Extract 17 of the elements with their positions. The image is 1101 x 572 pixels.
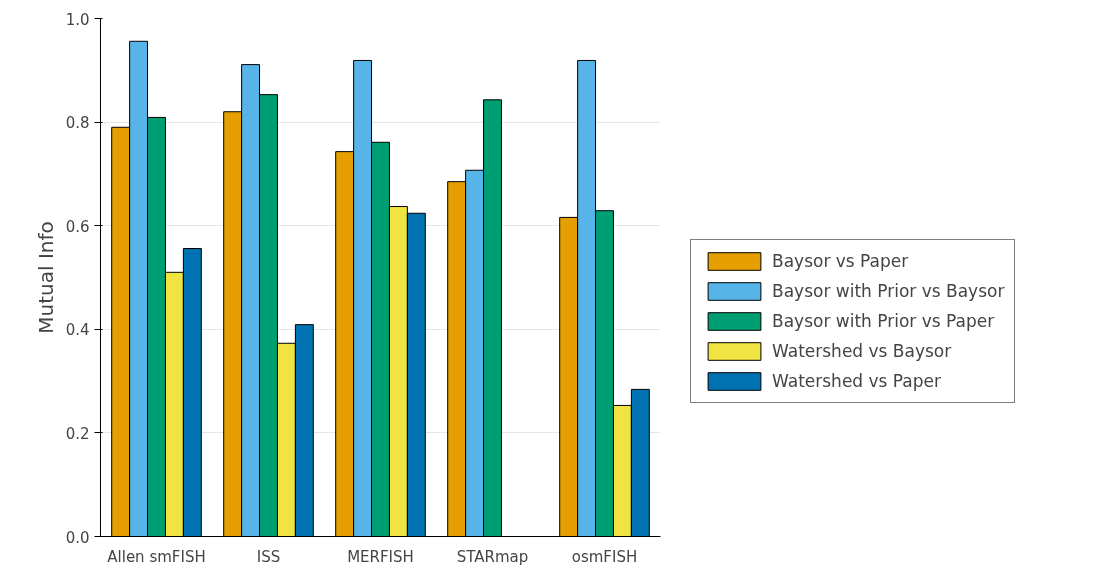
y-tick-label: 0.0	[65, 528, 90, 547]
legend-label: Baysor vs Paper	[772, 250, 909, 272]
legend-label: Baysor with Prior vs Baysor	[772, 280, 1005, 302]
y-tick-label: 0.4	[65, 321, 90, 340]
x-tick-label: osmFISH	[571, 547, 638, 566]
x-tick-label: MERFISH	[347, 547, 414, 566]
y-tick-label: 0.8	[65, 114, 90, 133]
x-tick-label: STARmap	[456, 547, 529, 566]
y-tick-label: 0.6	[65, 217, 90, 236]
legend-label: Watershed vs Baysor	[772, 340, 952, 362]
y-tick-label: 1.0	[65, 10, 90, 29]
y-tick-label: 0.2	[65, 424, 90, 443]
x-tick-label: Allen smFISH	[107, 547, 206, 566]
x-tick-label: ISS	[256, 547, 281, 566]
legend-label: Baysor with Prior vs Paper	[772, 310, 995, 332]
legend-label: Watershed vs Paper	[772, 370, 942, 392]
y-axis-title: Mutual Info	[33, 221, 58, 334]
